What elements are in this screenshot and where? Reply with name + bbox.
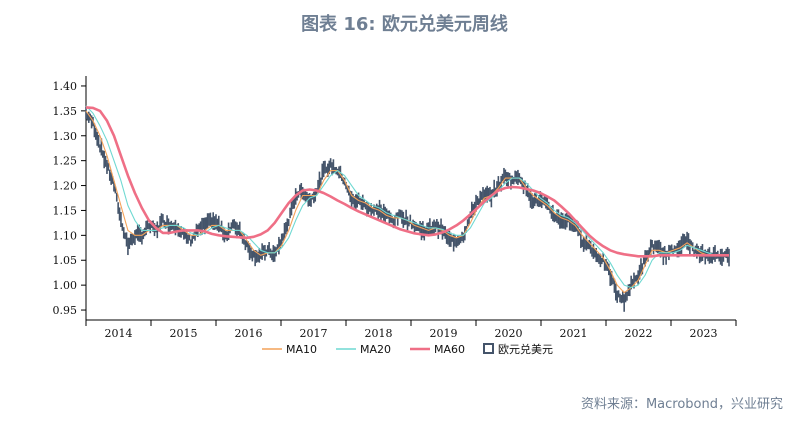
axes-layer: 0.95 1.00 1.05 1.10 1.15 1.20 1.25 1.30 1.35 1.40…	[53, 76, 737, 340]
legend: MA10 MA20 MA60 欧元兑美元	[262, 342, 553, 356]
source-note: 资料来源：Macrobond，兴业研究	[580, 397, 783, 412]
x-tick-label: 2019	[430, 327, 458, 340]
legend-label: MA10	[286, 343, 317, 356]
x-tick-label: 2021	[560, 327, 588, 340]
x-tick-label: 2023	[690, 327, 718, 340]
legend-swatch-price	[483, 343, 494, 354]
y-tick-label: 1.05	[53, 254, 78, 267]
y-tick-label: 1.30	[53, 130, 78, 143]
x-tick-label: 2020	[495, 327, 523, 340]
legend-label: 欧元兑美元	[498, 342, 553, 356]
x-tick-label: 2017	[300, 327, 328, 340]
y-tick-label: 1.15	[53, 204, 78, 217]
y-tick-label: 1.40	[53, 80, 78, 93]
x-tick-label: 2016	[235, 327, 263, 340]
y-tick-label: 1.35	[53, 105, 78, 118]
series-line-ma20	[85, 105, 729, 289]
chart-title: 图表 16: 欧元兑美元周线	[301, 14, 508, 35]
legend-label: MA20	[360, 343, 391, 356]
legend-label: MA60	[434, 343, 465, 356]
x-tick-label: 2015	[170, 327, 198, 340]
series-line-ma60	[85, 106, 729, 258]
y-tick-label: 1.20	[53, 180, 78, 193]
series-line-ma10	[85, 110, 729, 294]
y-tick-label: 0.95	[53, 304, 78, 317]
chart: 0.95 1.00 1.05 1.10 1.15 1.20 1.25 1.30 1.35 1.40…	[53, 76, 737, 356]
x-tick-label: 2022	[625, 327, 653, 340]
y-tick-label: 1.10	[53, 229, 78, 242]
x-tick-label: 2018	[365, 327, 393, 340]
x-tick-label: 2014	[105, 327, 133, 340]
y-tick-label: 1.00	[53, 279, 78, 292]
plot-layer	[85, 105, 730, 312]
y-tick-label: 1.25	[53, 155, 78, 168]
